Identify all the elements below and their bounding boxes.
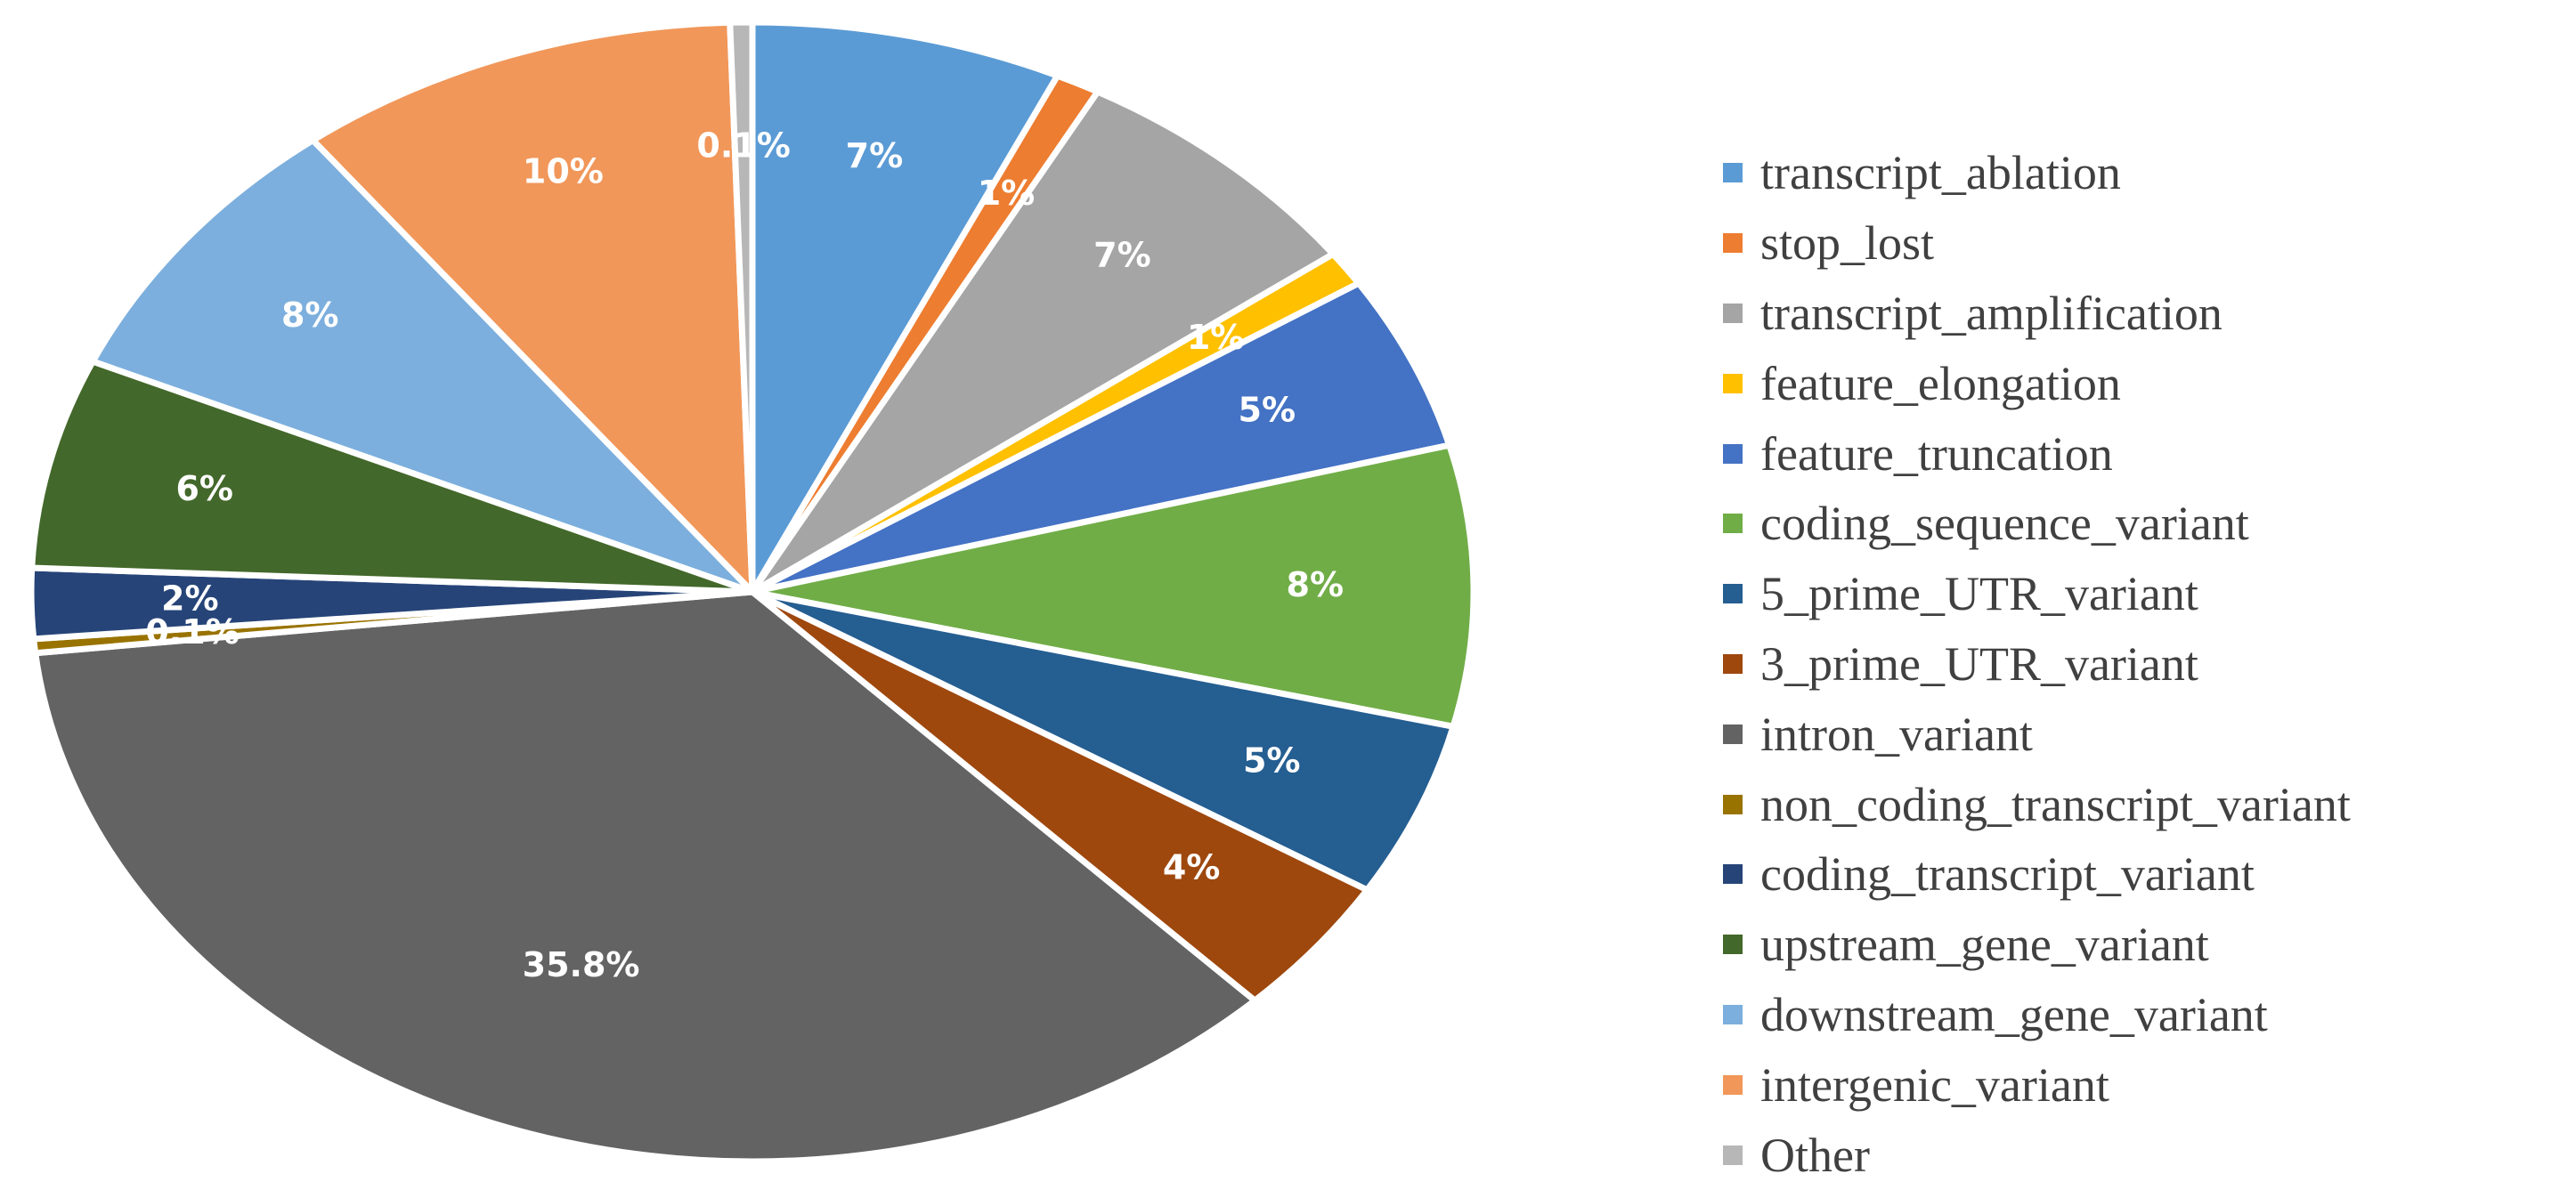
- legend-label: 3_prime_UTR_variant: [1760, 636, 2198, 691]
- legend-swatch: [1723, 1145, 1743, 1165]
- pie-slice-3-prime-utr-variant: [749, 588, 1370, 1004]
- chart-legend: transcript_ablation stop_lost transcript_a…: [1723, 138, 2560, 1190]
- pie-slice-coding-sequence-variant: [749, 441, 1477, 730]
- legend-label: feature_elongation: [1760, 356, 2121, 410]
- data-label-downstream-gene-variant: 8%: [281, 295, 339, 335]
- pie-data-labels: 7%1%7%1%5%8%5%4%35.8%0.1%2%6%8%10%0.1%: [145, 125, 1344, 984]
- legend-item-coding-transcript-variant: coding_transcript_variant: [1723, 839, 2560, 910]
- data-label-coding-transcript-variant: 2%: [161, 579, 219, 619]
- legend-swatch: [1723, 1074, 1743, 1095]
- pie-slice-other: [727, 19, 756, 595]
- data-label-intron-variant: 35.8%: [523, 945, 640, 984]
- legend-item-other: Other: [1723, 1120, 2560, 1190]
- legend-label: coding_transcript_variant: [1760, 847, 2255, 902]
- pie-slice-intron-variant: [32, 588, 1258, 1165]
- legend-item-intergenic-variant: intergenic_variant: [1723, 1049, 2560, 1120]
- legend-swatch: [1723, 233, 1743, 254]
- data-label-feature-truncation: 5%: [1239, 391, 1296, 430]
- legend-swatch: [1723, 163, 1743, 183]
- data-label-upstream-gene-variant: 6%: [175, 469, 233, 508]
- pie-slice-upstream-gene-variant: [28, 358, 756, 595]
- legend-swatch: [1723, 443, 1743, 464]
- legend-swatch: [1723, 1004, 1743, 1024]
- pie-slice-downstream-gene-variant: [89, 137, 756, 595]
- legend-item-transcript-ablation: transcript_ablation: [1723, 138, 2560, 208]
- legend-label: upstream_gene_variant: [1760, 918, 2209, 972]
- legend-item-upstream-gene-variant: upstream_gene_variant: [1723, 910, 2560, 980]
- legend-swatch: [1723, 935, 1743, 955]
- legend-swatch: [1723, 864, 1743, 885]
- legend-item-coding-sequence-variant: coding_sequence_variant: [1723, 489, 2560, 559]
- data-label-non-coding-transcript-variant: 0.1%: [145, 612, 239, 652]
- legend-swatch: [1723, 653, 1743, 674]
- data-label-intergenic-variant: 10%: [523, 151, 604, 190]
- legend-swatch: [1723, 724, 1743, 744]
- legend-label: coding_sequence_variant: [1760, 497, 2249, 551]
- pie-slice-transcript-ablation: [749, 19, 1061, 595]
- data-label-stop-lost: 1%: [978, 174, 1036, 213]
- data-label-coding-sequence-variant: 8%: [1287, 565, 1345, 604]
- legend-swatch: [1723, 584, 1743, 604]
- legend-label: feature_truncation: [1760, 426, 2113, 481]
- pie-slice-feature-truncation: [749, 279, 1453, 595]
- data-label-5-prime-utr-variant: 5%: [1243, 741, 1301, 780]
- pie-plot-area: 7%1%7%1%5%8%5%4%35.8%0.1%2%6%8%10%0.1%: [28, 19, 1477, 1165]
- legend-label: stop_lost: [1760, 216, 1935, 271]
- legend-item-feature-truncation: feature_truncation: [1723, 418, 2560, 489]
- legend-swatch: [1723, 794, 1743, 814]
- legend-label: non_coding_transcript_variant: [1760, 777, 2351, 831]
- legend-label: Other: [1760, 1128, 1870, 1182]
- legend-item-intron-variant: intron_variant: [1723, 699, 2560, 769]
- pie-slices: [28, 19, 1477, 1165]
- data-label-transcript-amplification: 7%: [1093, 235, 1151, 274]
- legend-item-transcript-amplification: transcript_amplification: [1723, 279, 2560, 349]
- legend-label: transcript_ablation: [1760, 146, 2121, 200]
- data-label-3-prime-utr-variant: 4%: [1163, 848, 1221, 887]
- pie-slice-transcript-amplification: [749, 88, 1337, 595]
- data-label-transcript-ablation: 7%: [846, 136, 904, 175]
- legend-swatch: [1723, 514, 1743, 534]
- legend-label: transcript_amplification: [1760, 286, 2223, 340]
- pie-slice-5-prime-utr-variant: [749, 588, 1457, 894]
- legend-item-stop-lost: stop_lost: [1723, 208, 2560, 279]
- legend-label: intergenic_variant: [1760, 1057, 2109, 1112]
- legend-swatch: [1723, 303, 1743, 323]
- data-label-feature-elongation: 1%: [1187, 318, 1245, 357]
- legend-item-5-prime-utr-variant: 5_prime_UTR_variant: [1723, 559, 2560, 629]
- legend-item-non-coding-transcript-variant: non_coding_transcript_variant: [1723, 769, 2560, 839]
- legend-item-downstream-gene-variant: downstream_gene_variant: [1723, 980, 2560, 1050]
- data-label-other: 0.1%: [696, 125, 790, 165]
- legend-label: intron_variant: [1760, 707, 2033, 761]
- legend-label: 5_prime_UTR_variant: [1760, 567, 2198, 621]
- legend-item-feature-elongation: feature_elongation: [1723, 348, 2560, 418]
- pie-slice-intergenic-variant: [309, 19, 756, 595]
- legend-label: downstream_gene_variant: [1760, 987, 2268, 1041]
- legend-swatch: [1723, 373, 1743, 393]
- legend-item-3-prime-utr-variant: 3_prime_UTR_variant: [1723, 629, 2560, 700]
